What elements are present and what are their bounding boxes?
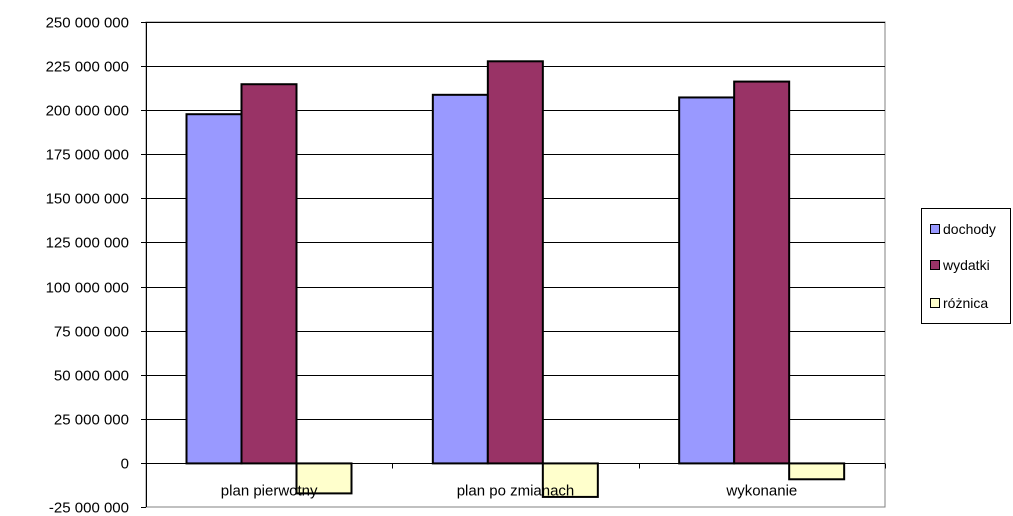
bar-wydatki-0 [240,83,298,465]
legend-swatch-roznica [930,298,940,308]
legend-item-roznica: różnica [930,295,988,311]
bar-rnica-2 [788,462,846,481]
bar-wydatki-2 [733,80,791,465]
legend-item-wydatki: wydatki [930,257,990,273]
bar-wydatki-1 [486,60,544,465]
y-tick-label: -25 000 000 [49,500,129,516]
y-tick-label: 150 000 000 [46,191,129,208]
legend-label-wydatki: wydatki [943,257,990,273]
legend-label-dochody: dochody [943,221,996,237]
x-tick-label: wykonanie [725,483,797,500]
bar-dochody-1 [431,93,489,465]
y-tick-label: 200 000 000 [46,103,129,120]
legend-item-dochody: dochody [930,221,996,237]
y-tick-label: 175 000 000 [46,147,129,164]
y-tick-label: 75 000 000 [54,324,129,341]
y-tick-label: 100 000 000 [46,280,129,297]
y-tick-label: 25 000 000 [54,412,129,429]
bars [185,60,846,498]
legend-label-roznica: różnica [943,295,989,311]
legend: dochody wydatki różnica [921,208,1011,324]
y-tick-label: 50 000 000 [54,368,129,385]
x-axis-labels: plan pierwotny plan po zmianach wykonanie [221,483,797,500]
bar-dochody-2 [678,96,736,465]
legend-swatch-dochody [930,224,940,234]
bar-rnica-1 [541,462,599,498]
bar-dochody-0 [185,113,243,465]
y-tick-label: 250 000 000 [46,15,129,32]
y-tick-label: 225 000 000 [46,59,129,76]
y-tick-label: 125 000 000 [46,235,129,252]
x-tick-label: plan pierwotny [221,483,318,500]
y-tick-label: 0 [121,456,129,473]
y-axis-labels: 250 000 000 225 000 000 200 000 000 175 000… [46,15,129,516]
legend-swatch-wydatki [930,260,940,270]
x-tick-label: plan po zmianach [457,483,575,500]
axes [141,22,886,508]
